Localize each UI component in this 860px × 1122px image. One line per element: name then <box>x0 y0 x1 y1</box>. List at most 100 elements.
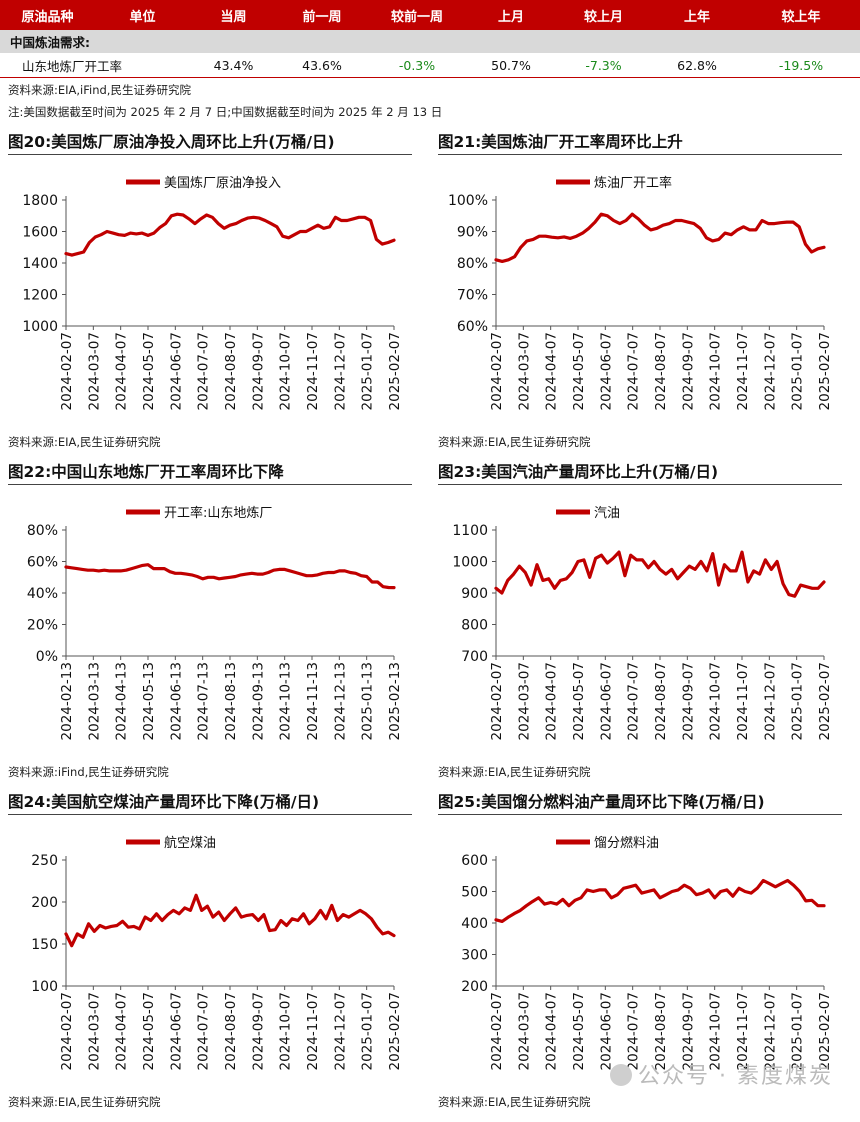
x-tick-label: 2024-02-07 <box>59 992 75 1070</box>
table-header: 当周 <box>190 0 277 30</box>
cell-wow-change: -0.3% <box>367 53 467 78</box>
y-tick-label: 40% <box>27 586 58 602</box>
y-tick-label: 600 <box>461 853 488 869</box>
x-tick-label: 2024-09-07 <box>680 662 696 740</box>
chart-title: 图22:中国山东地炼厂开工率周环比下降 <box>8 462 412 485</box>
x-tick-label: 2024-11-07 <box>305 332 321 410</box>
x-tick-label: 2024-05-07 <box>141 332 157 410</box>
watermark: 公众号 · 素度煤炭 <box>610 1058 833 1090</box>
table-header: 前一周 <box>277 0 367 30</box>
wechat-icon <box>610 1064 632 1086</box>
chart-source: 资料来源:EIA,民生证券研究院 <box>8 1095 161 1109</box>
x-tick-label: 2024-06-07 <box>168 992 184 1070</box>
y-tick-label: 60% <box>27 555 58 571</box>
x-tick-label: 2024-11-13 <box>305 662 321 740</box>
cell-prev-week: 43.6% <box>277 53 367 78</box>
x-tick-label: 2024-04-07 <box>114 332 130 410</box>
x-tick-label: 2024-07-07 <box>626 662 642 740</box>
y-tick-label: 70% <box>457 288 488 304</box>
line-chart-fig20: 美国炼厂原油净投入 1000 1200 1400 1600 1800 2024-02-07 2… <box>22 175 403 410</box>
y-tick-label: 800 <box>461 618 488 634</box>
x-tick-label: 2024-02-13 <box>59 662 75 740</box>
chart-source: 资料来源:EIA,民生证券研究院 <box>438 1095 591 1109</box>
x-tick-label: 2024-11-07 <box>735 662 751 740</box>
x-tick-label: 2024-11-07 <box>735 332 751 410</box>
x-tick-label: 2024-06-07 <box>598 662 614 740</box>
table-header: 较上年 <box>742 0 860 30</box>
cell-yoy-change: -19.5% <box>742 53 860 78</box>
x-tick-label: 2024-04-13 <box>114 662 130 740</box>
table-header: 原油品种 <box>0 0 95 30</box>
x-tick-label: 2025-02-13 <box>387 662 403 740</box>
y-tick-label: 1800 <box>22 193 58 209</box>
y-tick-label: 900 <box>461 586 488 602</box>
summary-table: 原油品种 单位 当周 前一周 较前一周 上月 较上月 上年 较上年 中国炼油需求… <box>0 0 860 78</box>
x-tick-label: 2024-10-07 <box>278 332 294 410</box>
y-tick-label: 0% <box>36 649 58 665</box>
y-tick-label: 150 <box>31 937 58 953</box>
chart-panel-fig25: 图25:美国馏分燃料油产量周环比下降(万桶/日) 馏分燃料油 200 300 400 5… <box>438 792 858 1122</box>
y-tick-label: 1400 <box>22 256 58 272</box>
y-tick-label: 90% <box>457 225 488 241</box>
x-tick-label: 2024-12-13 <box>332 662 348 740</box>
series-line <box>64 563 396 590</box>
x-tick-label: 2024-05-07 <box>571 662 587 740</box>
x-tick-label: 2025-02-07 <box>387 332 403 410</box>
x-tick-label: 2024-07-07 <box>626 992 642 1070</box>
x-tick-label: 2024-06-07 <box>598 332 614 410</box>
y-tick-label: 1100 <box>452 523 488 539</box>
chart-panel-fig24: 图24:美国航空煤油产量周环比下降(万桶/日) 航空煤油 100 150 200 250… <box>8 792 428 1122</box>
chart-panel-fig21: 图21:美国炼油厂开工率周环比上升 炼油厂开工率 60% 70% 80% 90% 100%… <box>438 132 858 462</box>
x-tick-label: 2024-02-07 <box>489 662 505 740</box>
y-tick-label: 100 <box>31 979 58 995</box>
x-tick-label: 2025-01-07 <box>790 332 806 410</box>
x-tick-label: 2025-02-07 <box>817 332 833 410</box>
x-tick-label: 2025-01-13 <box>360 662 376 740</box>
x-tick-label: 2024-10-07 <box>708 332 724 410</box>
x-tick-label: 2025-01-07 <box>360 992 376 1070</box>
line-chart-fig21: 炼油厂开工率 60% 70% 80% 90% 100% 2024-02-07 2024-03-… <box>448 175 833 410</box>
chart-title: 图20:美国炼厂原油净投入周环比上升(万桶/日) <box>8 132 412 155</box>
x-tick-label: 2024-02-07 <box>59 332 75 410</box>
chart-source: 资料来源:EIA,民生证券研究院 <box>438 765 591 779</box>
x-tick-label: 2024-05-07 <box>571 992 587 1070</box>
y-tick-label: 500 <box>461 885 488 901</box>
series-line <box>64 893 396 948</box>
y-tick-label: 400 <box>461 916 488 932</box>
chart-source: 资料来源:iFind,民生证券研究院 <box>8 765 169 779</box>
x-tick-label: 2024-05-07 <box>571 332 587 410</box>
y-tick-label: 80% <box>27 523 58 539</box>
x-tick-label: 2024-10-07 <box>708 992 724 1070</box>
table-header-row: 原油品种 单位 当周 前一周 较前一周 上月 较上月 上年 较上年 <box>0 0 860 30</box>
chart-title: 图25:美国馏分燃料油产量周环比下降(万桶/日) <box>438 792 842 815</box>
x-tick-label: 2024-07-07 <box>626 332 642 410</box>
x-tick-label: 2024-04-07 <box>114 992 130 1070</box>
x-tick-label: 2024-06-07 <box>598 992 614 1070</box>
y-tick-label: 300 <box>461 948 488 964</box>
x-tick-label: 2024-08-07 <box>653 992 669 1070</box>
chart-title: 图24:美国航空煤油产量周环比下降(万桶/日) <box>8 792 412 815</box>
legend-label: 航空煤油 <box>164 835 216 851</box>
x-tick-label: 2024-05-07 <box>141 992 157 1070</box>
x-tick-label: 2024-04-07 <box>544 662 560 740</box>
y-tick-label: 1000 <box>452 555 488 571</box>
table-source-note: 资料来源:EIA,iFind,民生证券研究院 <box>8 83 191 97</box>
chart-title: 图23:美国汽油产量周环比上升(万桶/日) <box>438 462 842 485</box>
x-tick-label: 2024-03-07 <box>516 332 532 410</box>
x-tick-label: 2024-06-07 <box>168 332 184 410</box>
cell-mom-change: -7.3% <box>555 53 652 78</box>
legend-label: 炼油厂开工率 <box>594 175 672 191</box>
x-tick-label: 2024-09-07 <box>680 332 696 410</box>
table-header: 单位 <box>95 0 190 30</box>
y-tick-label: 20% <box>27 618 58 634</box>
y-tick-label: 100% <box>448 193 488 209</box>
x-tick-label: 2024-10-07 <box>278 992 294 1070</box>
line-chart-fig22: 开工率:山东地炼厂 0% 20% 40% 60% 80% 2024-02-13 2024-03… <box>27 505 403 740</box>
table-section-row: 中国炼油需求: <box>0 30 860 53</box>
cell-last-month: 50.7% <box>467 53 555 78</box>
x-tick-label: 2024-02-07 <box>489 992 505 1070</box>
chart-source: 资料来源:EIA,民生证券研究院 <box>438 435 591 449</box>
row-name: 山东地炼厂开工率 <box>0 53 190 78</box>
x-tick-label: 2025-02-07 <box>817 992 833 1070</box>
x-tick-label: 2024-06-13 <box>168 662 184 740</box>
